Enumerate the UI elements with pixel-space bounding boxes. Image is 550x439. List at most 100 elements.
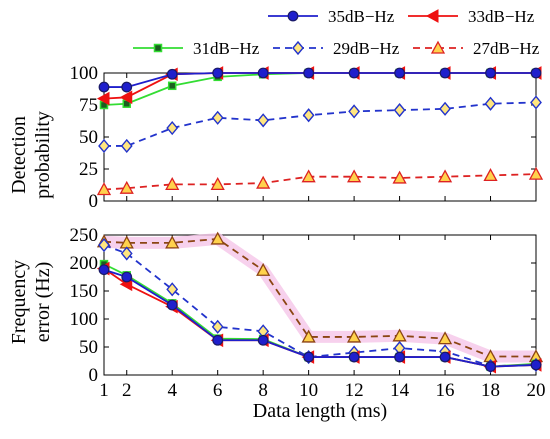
bottom-ylabel-line1: Frequency <box>8 260 30 344</box>
legend-marker-4 <box>430 40 446 54</box>
top-series-3-point <box>484 96 497 111</box>
panel-bottom: 0 50 100 150 200 250 1 2 4 6 8 10 12 14 16 18 20 <box>70 225 546 401</box>
top-ytick-label: 100 <box>70 63 99 84</box>
top-ytick-label: 50 <box>79 127 98 148</box>
top-series-0-point <box>439 67 451 79</box>
top-series-0-point <box>485 67 496 79</box>
top-series-3-point <box>302 108 315 123</box>
top-series-1-point <box>119 90 133 105</box>
legend-label-1: 33dB−Hz <box>468 7 535 26</box>
top-series-3-point <box>393 103 406 118</box>
top-series-4-point <box>437 169 453 183</box>
bottom-ytick-label: 200 <box>70 253 99 274</box>
top-ylabel-line1: Detection <box>8 116 30 194</box>
bottom-ytick-label: 50 <box>79 337 98 358</box>
top-series-0-point <box>212 67 224 79</box>
top-ytick-label: 0 <box>89 191 99 212</box>
panel-top: 0 25 50 75 100 <box>70 63 544 212</box>
bottom-series-0-point <box>394 351 405 363</box>
bottom-series-4-point <box>437 331 453 345</box>
top-series-4-point <box>119 180 134 194</box>
legend-label-0: 35dB−Hz <box>328 7 395 26</box>
top-series-3-point <box>166 120 179 136</box>
bottom-ytick-label: 250 <box>70 225 99 246</box>
top-series-2-point <box>167 81 177 91</box>
top-series-3-point <box>257 113 270 128</box>
bottom-ytick-label: 100 <box>70 309 99 330</box>
top-series-0-point <box>98 81 110 93</box>
top-series-0-point <box>121 81 133 93</box>
bottom-series-0-point <box>303 351 315 363</box>
bottom-xtick-label: 14 <box>390 380 410 401</box>
bottom-ytick-label: 150 <box>70 281 99 302</box>
bottom-series-line-4 <box>103 237 536 358</box>
bottom-series-3-point <box>211 319 224 334</box>
top-series-0-point <box>530 67 542 79</box>
bottom-series-3-point <box>166 282 179 297</box>
top-series-3-point <box>530 95 542 110</box>
top-series-4-point <box>347 169 362 183</box>
top-series-3-point <box>120 138 133 154</box>
bottom-xtick-label: 16 <box>436 380 455 401</box>
bottom-series-4-point <box>347 329 362 343</box>
top-ylabel-line2: probability <box>32 111 54 199</box>
bottom-xtick-label: 10 <box>299 380 318 401</box>
bottom-series-line-3 <box>103 244 537 367</box>
top-series-0-point <box>257 67 269 79</box>
top-ytick-label: 25 <box>79 159 98 180</box>
bottom-xtick-label: 2 <box>122 380 132 401</box>
top-ytick-label: 75 <box>79 95 98 116</box>
bottom-series-0-point <box>439 351 451 363</box>
bottom-axes-frame <box>103 234 537 376</box>
top-series-0-point <box>166 68 178 80</box>
bottom-ytick-label: 0 <box>89 365 99 386</box>
legend-marker-3 <box>292 40 304 56</box>
bottom-series-0-point <box>166 299 178 311</box>
top-series-4-point <box>165 177 180 191</box>
top-series-0-point <box>394 67 405 79</box>
bottom-series-4-point <box>301 329 316 343</box>
bottom-series-0-point <box>212 334 224 346</box>
bottom-series-0-point <box>121 271 133 283</box>
top-series-4-point <box>301 169 316 183</box>
bottom-xtick-label: 1 <box>99 380 109 401</box>
legend-label-3: 29dB−Hz <box>333 39 400 58</box>
bottom-xlabel: Data length (ms) <box>253 400 387 422</box>
bottom-xtick-label: 18 <box>481 380 500 401</box>
top-series-3-point <box>348 104 361 119</box>
top-series-1-point <box>96 91 110 106</box>
legend-marker-1 <box>425 9 439 23</box>
bottom-series-0-point <box>485 361 496 373</box>
top-series-4-point <box>528 166 544 180</box>
top-series-0-point <box>303 67 315 79</box>
top-axes-frame <box>103 72 537 202</box>
top-series-3-point <box>211 110 224 125</box>
top-series-4-point <box>96 182 112 196</box>
top-series-4-point <box>210 177 225 191</box>
bottom-series-4-point <box>256 262 271 276</box>
bottom-series-0-point <box>257 334 269 346</box>
legend-label-2: 31dB−Hz <box>193 39 260 58</box>
bottom-ylabel-line2: error (Hz) <box>32 262 54 343</box>
legend-label-4: 27dB−Hz <box>473 39 540 58</box>
top-series-0-point <box>348 67 360 79</box>
top-series-3-point <box>98 138 110 154</box>
bottom-xtick-label: 4 <box>167 380 177 401</box>
bottom-series-0-point <box>530 359 542 371</box>
bottom-series-0-point <box>98 264 110 276</box>
top-series-3-point <box>439 101 451 116</box>
bottom-xtick-label: 12 <box>345 380 364 401</box>
bottom-xtick-label: 20 <box>527 380 546 401</box>
bottom-xtick-label: 6 <box>213 380 223 401</box>
top-series-4-point <box>483 168 498 182</box>
bottom-series-4-point <box>392 328 407 342</box>
bottom-series-3-point <box>120 246 133 261</box>
bottom-series-3-point <box>98 237 110 253</box>
legend-marker-2 <box>153 43 163 53</box>
legend-marker-0 <box>287 10 299 22</box>
bottom-series-4-point <box>210 231 225 245</box>
top-series-line-3 <box>104 101 537 147</box>
bottom-series-0-point <box>348 351 360 363</box>
